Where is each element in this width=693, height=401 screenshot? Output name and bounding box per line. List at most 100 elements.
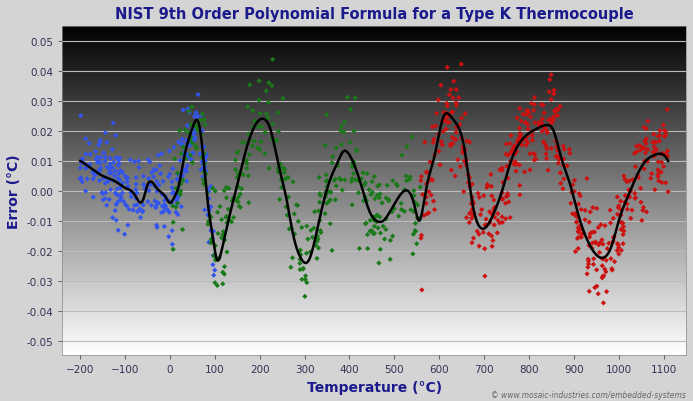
Point — [548, 117, 559, 124]
Point — [612, 241, 623, 247]
Point — [328, 178, 340, 184]
Point — [494, 220, 505, 227]
Point — [137, 209, 148, 215]
Point — [649, 187, 660, 193]
Point — [663, 154, 674, 160]
Point — [200, 154, 211, 161]
Point — [576, 207, 587, 213]
Point — [261, 111, 272, 118]
Point — [353, 190, 364, 196]
Point — [421, 194, 432, 200]
Point — [565, 200, 577, 207]
Point — [190, 143, 201, 150]
Point — [602, 246, 613, 252]
Point — [442, 115, 453, 121]
Point — [80, 188, 91, 195]
Point — [552, 143, 563, 149]
Point — [598, 273, 609, 279]
Point — [441, 65, 453, 71]
Point — [597, 263, 608, 269]
Point — [277, 96, 288, 102]
Point — [203, 196, 214, 202]
Point — [482, 182, 493, 188]
Point — [256, 124, 267, 131]
Point — [197, 111, 208, 118]
Point — [451, 125, 462, 131]
Point — [570, 249, 581, 255]
Point — [298, 265, 309, 272]
Point — [629, 190, 640, 197]
Point — [351, 147, 362, 154]
Point — [183, 109, 194, 115]
Point — [613, 242, 624, 249]
Point — [649, 145, 660, 151]
Point — [158, 209, 169, 215]
Point — [615, 213, 626, 219]
Point — [457, 148, 468, 155]
Point — [192, 114, 203, 120]
Point — [623, 187, 634, 193]
Point — [177, 227, 188, 233]
Point — [162, 207, 173, 213]
Point — [295, 267, 306, 273]
Point — [658, 123, 669, 129]
Point — [616, 220, 627, 226]
Point — [203, 239, 214, 246]
Point — [95, 140, 106, 146]
Point — [143, 188, 155, 194]
Point — [450, 130, 462, 136]
Point — [196, 132, 207, 138]
Point — [520, 143, 532, 149]
Point — [581, 176, 593, 182]
Point — [163, 234, 174, 240]
Point — [199, 161, 210, 167]
Point — [173, 140, 184, 146]
Point — [170, 204, 182, 210]
Point — [550, 154, 561, 160]
Point — [299, 276, 310, 283]
Point — [82, 176, 93, 182]
Point — [148, 174, 159, 180]
Point — [447, 135, 458, 142]
Point — [522, 108, 533, 114]
Point — [640, 138, 651, 145]
Point — [209, 280, 220, 286]
Point — [198, 144, 209, 151]
Point — [480, 222, 491, 229]
Point — [612, 211, 623, 218]
Point — [224, 217, 235, 224]
Point — [553, 160, 564, 167]
Point — [260, 151, 271, 157]
Point — [213, 257, 224, 263]
Point — [489, 205, 500, 211]
Point — [235, 191, 246, 198]
Point — [313, 236, 324, 243]
Point — [482, 185, 493, 191]
Point — [104, 166, 115, 173]
Point — [129, 203, 140, 209]
Point — [453, 157, 464, 164]
Point — [486, 211, 497, 217]
Point — [597, 241, 608, 248]
Point — [649, 140, 660, 146]
Point — [206, 236, 217, 243]
Point — [176, 151, 187, 157]
Point — [516, 142, 527, 149]
Point — [170, 209, 182, 216]
Point — [186, 134, 197, 141]
Point — [85, 162, 96, 168]
Point — [179, 154, 190, 160]
Point — [218, 229, 229, 235]
Point — [177, 178, 188, 184]
Point — [155, 163, 166, 169]
Point — [119, 173, 130, 180]
Point — [385, 237, 396, 244]
Point — [289, 231, 300, 237]
Point — [639, 166, 650, 172]
Point — [502, 176, 514, 182]
Point — [301, 279, 313, 286]
Point — [527, 138, 538, 144]
Point — [415, 184, 426, 191]
Point — [410, 229, 421, 235]
Point — [123, 207, 134, 213]
